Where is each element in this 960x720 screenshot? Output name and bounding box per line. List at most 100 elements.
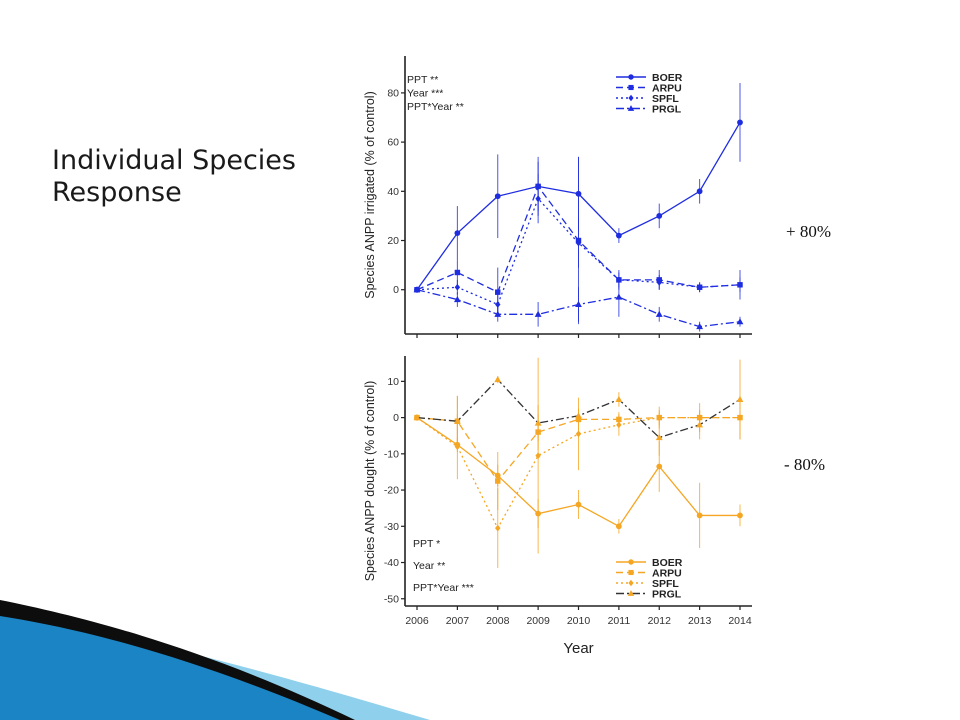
data-point	[453, 295, 461, 303]
data-point	[628, 94, 634, 102]
stats-label: PPT *	[413, 538, 440, 550]
data-point	[534, 419, 542, 426]
swoosh-blue-band	[0, 608, 350, 720]
slide-title-line2: Response	[52, 177, 182, 208]
y-tick-label: -50	[384, 593, 399, 605]
data-point	[737, 281, 743, 289]
data-point	[575, 412, 582, 419]
legend-label: ARPU	[652, 82, 682, 94]
data-point	[736, 318, 744, 325]
chart-panel-drought: 10 0 -10 -20 -30 -40 -50 2006 2007 2008 2009 2010 20…	[363, 356, 752, 657]
data-point	[656, 213, 663, 219]
data-point	[696, 323, 704, 330]
x-tick-label: 2011	[608, 615, 631, 627]
data-point	[495, 524, 501, 532]
legend-label: ARPU	[652, 567, 682, 579]
y-tick-label: -20	[384, 485, 399, 497]
y-axis-label: Species ANPP irrigated (% of control)	[363, 91, 377, 299]
x-axis-label: Year	[563, 640, 593, 657]
data-point	[615, 395, 623, 403]
data-point	[655, 310, 663, 317]
data-point	[454, 283, 461, 291]
data-point	[628, 569, 634, 576]
data-point	[656, 278, 662, 286]
x-tick-label: 2014	[728, 615, 752, 627]
y-tick-label: 60	[387, 137, 399, 149]
data-point	[656, 414, 662, 421]
data-point	[535, 195, 541, 203]
legend-label: PRGL	[652, 103, 682, 115]
stats-label: PPT*Year ***	[413, 582, 474, 594]
data-point	[696, 188, 703, 195]
annotation-minus-80: - 80%	[784, 455, 826, 474]
slide-title-line1: Individual Species	[52, 145, 296, 176]
x-tick-label: 2013	[688, 615, 712, 627]
data-point	[575, 300, 582, 308]
data-point	[628, 559, 634, 565]
data-point	[737, 512, 743, 519]
data-point	[575, 430, 582, 438]
x-tick-label: 2008	[486, 615, 510, 627]
data-point	[696, 421, 704, 428]
slide-title: Individual Species Response	[52, 145, 296, 209]
data-point	[534, 310, 542, 317]
data-point	[494, 193, 501, 200]
y-tick-label: 10	[387, 376, 399, 388]
data-point	[413, 286, 421, 293]
data-point	[575, 501, 582, 508]
x-tick-label: 2006	[405, 615, 429, 627]
y-tick-label: -40	[384, 557, 399, 569]
data-point	[615, 523, 622, 530]
data-point	[575, 239, 582, 247]
data-point	[494, 375, 502, 383]
data-point	[627, 590, 635, 596]
y-axis-label: Species ANPP dought (% of control)	[363, 381, 377, 582]
series-spfl	[414, 357, 743, 568]
x-tick-label: 2010	[567, 615, 591, 627]
data-point	[737, 119, 743, 126]
data-point	[495, 301, 501, 308]
y-tick-label: 80	[387, 87, 399, 99]
series-spfl	[414, 174, 743, 315]
data-point	[615, 232, 622, 239]
y-tick-label: 20	[387, 235, 399, 247]
series-line	[416, 416, 740, 530]
chart-panel-irrigated: 0 20 40 60 80 Species ANPP irrigated (% of co…	[363, 56, 752, 338]
data-point	[495, 289, 501, 295]
data-point	[616, 421, 622, 429]
stats-label: Year **	[413, 560, 445, 572]
swoosh-dark-stroke	[0, 600, 355, 720]
data-point	[454, 269, 461, 276]
legend-label: SPFL	[652, 578, 679, 590]
x-tick-label: 2007	[446, 615, 470, 627]
y-tick-label: 40	[387, 186, 399, 198]
x-tick-label: 2009	[526, 615, 550, 627]
data-point	[628, 74, 634, 80]
y-tick-label: 0	[393, 412, 399, 424]
series-line	[416, 197, 741, 306]
data-point	[615, 293, 623, 300]
data-point	[628, 579, 634, 587]
series-prgl	[413, 277, 744, 332]
data-point	[696, 283, 703, 291]
data-point	[736, 395, 744, 403]
data-point	[454, 230, 461, 237]
annotation-plus-80: + 80%	[786, 222, 831, 241]
data-point	[453, 417, 461, 424]
data-point	[628, 84, 634, 91]
data-point	[413, 414, 421, 421]
data-point	[696, 512, 703, 519]
stats-label: PPT*Year **	[407, 101, 464, 113]
x-tick-label: 2012	[648, 615, 672, 627]
legend-label: BOER	[652, 72, 683, 84]
y-tick-label: -30	[384, 521, 399, 533]
legend-label: PRGL	[652, 588, 682, 600]
data-point	[535, 452, 541, 460]
stats-label: PPT **	[407, 74, 438, 86]
data-point	[495, 478, 501, 484]
stats-label: Year ***	[407, 88, 443, 100]
